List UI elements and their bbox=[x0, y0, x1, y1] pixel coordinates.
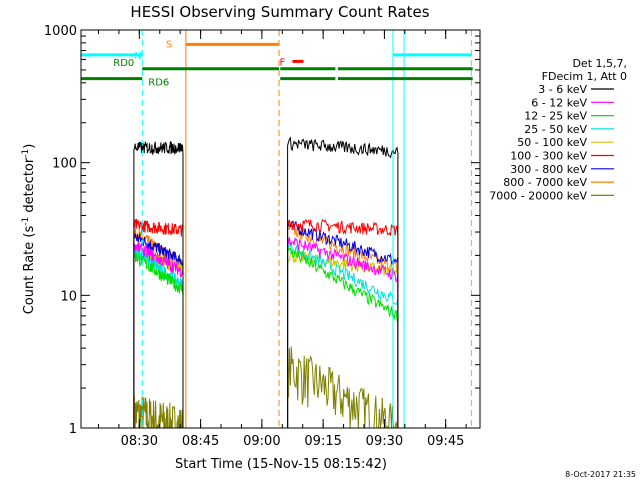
legend-label: 3 - 6 keV bbox=[538, 83, 587, 96]
y-label-part: Count Rate (s bbox=[22, 226, 37, 315]
x-tick-label: 08:30 bbox=[121, 434, 158, 449]
chart-title: HESSI Observing Summary Count Rates bbox=[130, 3, 429, 21]
series-trace bbox=[287, 218, 399, 428]
legend-header: Det 1,5,7, bbox=[572, 57, 627, 70]
status-label: S bbox=[166, 39, 172, 50]
legend-label: 12 - 25 keV bbox=[524, 110, 587, 123]
y-tick-label: 1000 bbox=[44, 24, 77, 39]
legend-label: 7000 - 20000 keV bbox=[489, 189, 587, 202]
legend-header: FDecim 1, Att 0 bbox=[542, 70, 627, 83]
series-trace bbox=[287, 220, 399, 428]
y-axis-label: Count Rate (s-1 detector-1) bbox=[21, 144, 37, 315]
y-axis: 1 10 100 1000 bbox=[44, 24, 480, 437]
y-tick-label: 100 bbox=[52, 157, 77, 172]
x-axis: 08:30 08:45 09:00 09:15 09:30 09:45 bbox=[97, 30, 467, 449]
x-tick-label: 09:00 bbox=[243, 434, 280, 449]
y-label-part: ) bbox=[22, 144, 37, 149]
y-label-sup: -1 bbox=[21, 149, 31, 158]
chart-marks bbox=[133, 136, 399, 429]
series-trace bbox=[133, 140, 184, 428]
series-trace bbox=[133, 233, 184, 428]
x-tick-label: 09:45 bbox=[427, 434, 464, 449]
x-tick-label: 08:45 bbox=[182, 434, 219, 449]
status-label: RD6 bbox=[148, 78, 169, 89]
series-trace bbox=[133, 394, 184, 429]
legend-label: 300 - 800 keV bbox=[510, 163, 587, 176]
legend-label: 800 - 7000 keV bbox=[503, 176, 587, 189]
series-trace bbox=[287, 241, 399, 428]
series-trace bbox=[287, 236, 399, 428]
plot-frame bbox=[80, 29, 481, 429]
status-label: N bbox=[134, 51, 141, 62]
status-label: RD0 bbox=[113, 58, 134, 69]
series-trace bbox=[287, 246, 399, 428]
y-tick-label: 10 bbox=[60, 289, 77, 304]
series-trace bbox=[287, 136, 399, 428]
series-trace bbox=[133, 240, 184, 428]
y-label-part: detector bbox=[22, 157, 37, 217]
x-tick-label: 09:30 bbox=[366, 434, 403, 449]
x-tick-label: 09:15 bbox=[304, 434, 341, 449]
y-label-sup: -1 bbox=[21, 217, 31, 226]
x-axis-label: Start Time (15-Nov-15 08:15:42) bbox=[175, 457, 387, 472]
footer-timestamp: 8-Oct-2017 21:35 bbox=[565, 470, 636, 479]
y-tick-label: 1 bbox=[69, 422, 77, 437]
legend-label: 50 - 100 keV bbox=[517, 136, 587, 149]
series-trace bbox=[133, 218, 184, 428]
legend-label: 6 - 12 keV bbox=[531, 96, 587, 109]
legend-label: 25 - 50 keV bbox=[524, 123, 587, 136]
status-label: F bbox=[280, 57, 286, 68]
legend-label: 100 - 300 keV bbox=[510, 150, 587, 163]
series-trace bbox=[287, 346, 398, 429]
status-bars: N S F RD0 RD6 bbox=[81, 39, 473, 89]
